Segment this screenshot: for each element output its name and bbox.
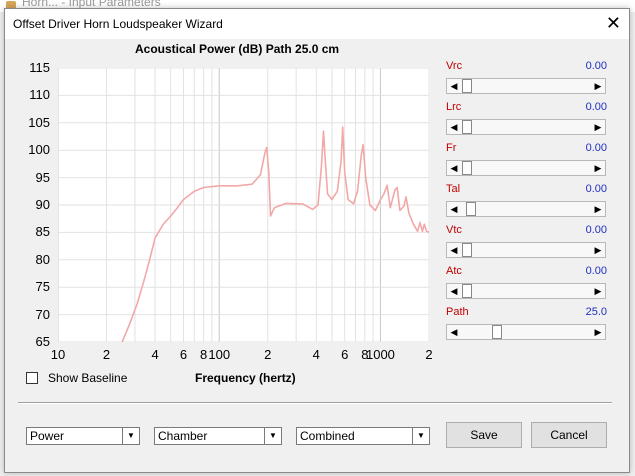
y-tick-label: 75: [35, 279, 50, 295]
scroll-left-icon[interactable]: ◀: [450, 245, 458, 255]
param-slider-path[interactable]: ◀ ▶: [446, 324, 606, 340]
region-select[interactable]: Chamber ▼: [154, 427, 282, 445]
slider-thumb[interactable]: [491, 325, 502, 339]
scroll-right-icon[interactable]: ▶: [594, 286, 602, 296]
x-tick-label: 6: [341, 347, 349, 362]
mode-select-value: Combined: [300, 429, 355, 443]
param-value-atc: 0.00: [585, 265, 607, 277]
chart-title: Acoustical Power (dB) Path 25.0 cm: [135, 42, 340, 56]
x-tick-label: 8: [361, 347, 369, 362]
param-label-path: Path: [446, 306, 469, 318]
slider-thumb[interactable]: [462, 79, 472, 93]
x-tick-label: 1000: [365, 347, 395, 362]
param-label-vtc: Vtc: [446, 224, 462, 236]
scroll-left-icon[interactable]: ◀: [450, 286, 458, 296]
x-tick-label: 6: [179, 347, 188, 362]
param-slider-vtc[interactable]: ◀ ▶: [446, 242, 606, 258]
scroll-left-icon[interactable]: ◀: [450, 163, 458, 173]
param-value-path: 25.0: [585, 306, 607, 318]
x-tick-label: 100: [208, 347, 231, 362]
close-icon[interactable]: ✕: [605, 13, 621, 33]
show-baseline-label[interactable]: Show Baseline: [48, 371, 128, 385]
y-tick-label: 70: [35, 306, 50, 322]
scroll-right-icon[interactable]: ▶: [594, 327, 602, 337]
scroll-right-icon[interactable]: ▶: [594, 204, 602, 214]
param-label-vrc: Vrc: [446, 60, 463, 72]
param-label-atc: Atc: [446, 265, 462, 277]
cancel-button[interactable]: Cancel: [531, 422, 607, 448]
y-tick-label: 100: [28, 142, 50, 158]
x-tick-label: 2: [425, 347, 433, 362]
measure-select-value: Power: [30, 429, 65, 443]
param-slider-tal[interactable]: ◀ ▶: [446, 201, 606, 217]
region-select-value: Chamber: [158, 429, 208, 443]
scroll-right-icon[interactable]: ▶: [594, 122, 602, 132]
slider-thumb[interactable]: [462, 161, 472, 175]
chevron-down-icon[interactable]: ▼: [412, 428, 429, 444]
x-tick-label: 4: [151, 347, 159, 362]
y-tick-label: 85: [35, 224, 50, 240]
separator: [18, 402, 612, 404]
param-value-vtc: 0.00: [585, 224, 607, 236]
y-tick-label: 105: [28, 114, 50, 130]
x-tick-label: 4: [312, 347, 320, 362]
y-tick-label: 90: [35, 197, 50, 212]
y-tick-label: 95: [35, 169, 50, 185]
series-line-0: [121, 126, 430, 343]
slider-thumb[interactable]: [462, 243, 472, 257]
param-value-lrc: 0.00: [585, 101, 607, 113]
param-slider-atc[interactable]: ◀ ▶: [446, 283, 606, 299]
scroll-right-icon[interactable]: ▶: [594, 81, 602, 91]
scroll-left-icon[interactable]: ◀: [450, 122, 458, 132]
plot-area: [57, 67, 430, 343]
scroll-left-icon[interactable]: ◀: [450, 81, 458, 91]
x-tick-label: 8: [199, 347, 208, 362]
x-tick-label: 10: [50, 347, 66, 362]
y-tick-label: 110: [29, 87, 50, 103]
param-label-fr: Fr: [446, 142, 457, 154]
param-value-fr: 0.00: [585, 142, 607, 154]
measure-select[interactable]: Power ▼: [26, 427, 140, 445]
y-tick-label: 115: [29, 60, 50, 75]
slider-thumb[interactable]: [462, 120, 472, 134]
scroll-left-icon[interactable]: ◀: [450, 327, 458, 337]
x-tick-label: 2: [102, 347, 111, 362]
dialog-title: Offset Driver Horn Loudspeaker Wizard: [13, 17, 223, 31]
slider-thumb[interactable]: [462, 284, 472, 298]
background-window-title: Horn... - Input Parameters: [22, 0, 161, 9]
param-label-tal: Tal: [446, 183, 461, 195]
param-value-tal: 0.00: [585, 183, 607, 195]
x-tick-label: 2: [264, 347, 272, 362]
chart-svg: [57, 67, 430, 343]
scroll-right-icon[interactable]: ▶: [594, 245, 602, 255]
dialog-titlebar: Offset Driver Horn Loudspeaker Wizard ✕: [5, 9, 629, 39]
scroll-right-icon[interactable]: ▶: [594, 163, 602, 173]
y-tick-label: 65: [35, 334, 50, 349]
param-slider-vrc[interactable]: ◀ ▶: [446, 78, 606, 94]
mode-select[interactable]: Combined ▼: [296, 427, 430, 445]
param-slider-fr[interactable]: ◀ ▶: [446, 160, 606, 176]
show-baseline-checkbox[interactable]: [26, 372, 38, 384]
x-axis-label: Frequency (hertz): [195, 371, 296, 385]
y-tick-label: 80: [35, 251, 50, 267]
param-value-vrc: 0.00: [585, 60, 607, 72]
scroll-left-icon[interactable]: ◀: [450, 204, 458, 214]
chevron-down-icon[interactable]: ▼: [122, 428, 139, 444]
param-slider-lrc[interactable]: ◀ ▶: [446, 119, 606, 135]
param-label-lrc: Lrc: [446, 101, 462, 113]
app-icon: [6, 1, 16, 10]
slider-thumb[interactable]: [465, 202, 476, 216]
chevron-down-icon[interactable]: ▼: [264, 428, 281, 444]
save-button[interactable]: Save: [446, 422, 522, 448]
